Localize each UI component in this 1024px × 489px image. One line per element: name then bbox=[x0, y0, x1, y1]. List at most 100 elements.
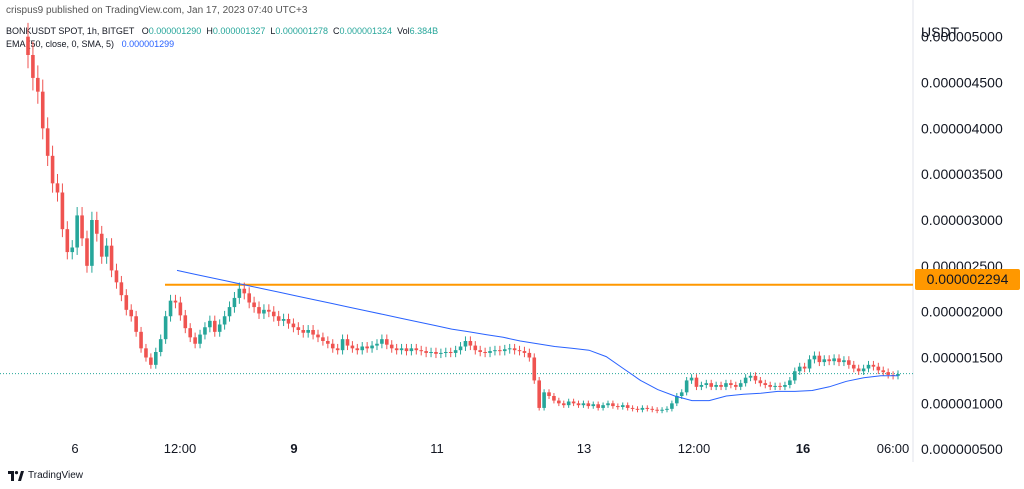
ema-line bbox=[176, 269, 898, 402]
candle-body bbox=[581, 403, 586, 406]
candle-body bbox=[488, 351, 492, 353]
candle-body bbox=[262, 309, 266, 314]
candle-body bbox=[301, 330, 306, 333]
y-tick-label: 0.000004500 bbox=[921, 75, 1003, 91]
candle-body bbox=[55, 183, 60, 193]
candle-body bbox=[286, 319, 291, 324]
low-label: L bbox=[270, 26, 276, 36]
candle-body bbox=[399, 348, 404, 351]
ohlc-legend: BONKUSDT SPOT, 1h, BITGET O0.000001290 H… bbox=[6, 26, 438, 36]
candle-body bbox=[630, 407, 635, 409]
candle-body bbox=[655, 409, 659, 411]
candle-body bbox=[675, 396, 679, 404]
candle-body bbox=[886, 372, 890, 375]
volume-value: 6.384B bbox=[409, 26, 439, 36]
candle-body bbox=[385, 339, 389, 345]
x-axis: 6 12:00 9 11 13 12:00 16 06:00 bbox=[71, 441, 909, 456]
candle-body bbox=[704, 383, 709, 385]
footer-brand-text: TradingView bbox=[28, 470, 84, 481]
candle-body bbox=[512, 348, 517, 351]
candle-body bbox=[80, 215, 84, 239]
candle-body bbox=[453, 350, 458, 353]
candle-body bbox=[124, 295, 129, 310]
candle-body bbox=[208, 320, 212, 328]
candle-body bbox=[498, 350, 502, 352]
close-value: 0.000001324 bbox=[339, 26, 393, 36]
candle-body bbox=[684, 380, 689, 393]
candle-body bbox=[370, 345, 374, 349]
candle-body bbox=[291, 323, 296, 328]
candle-body bbox=[153, 352, 158, 365]
candle-body bbox=[188, 328, 193, 338]
candle-body bbox=[670, 403, 674, 409]
candle-body bbox=[129, 309, 134, 317]
candle-body bbox=[586, 403, 591, 407]
high-label: H bbox=[206, 26, 213, 36]
candle-body bbox=[267, 309, 271, 312]
candle-body bbox=[60, 192, 65, 230]
candle-body bbox=[345, 339, 350, 346]
open-value: 0.000001290 bbox=[148, 26, 202, 36]
candle-body bbox=[203, 327, 207, 335]
ema-value: 0.000001299 bbox=[121, 39, 175, 49]
candle-body bbox=[753, 375, 758, 381]
candle-body bbox=[217, 324, 222, 332]
candle-body bbox=[748, 375, 753, 378]
y-tick-label: 0.000002000 bbox=[921, 304, 1003, 320]
candle-body bbox=[660, 409, 664, 411]
x-tick-label: 16 bbox=[796, 441, 810, 456]
candle-body bbox=[163, 316, 168, 340]
candle-body bbox=[237, 288, 242, 298]
candle-body bbox=[296, 327, 301, 330]
y-tick-label: 0.000005000 bbox=[921, 29, 1003, 45]
candle-body bbox=[139, 331, 143, 349]
candle-body bbox=[173, 300, 178, 303]
candle-body bbox=[478, 350, 483, 352]
candle-body bbox=[75, 215, 79, 248]
candle-body bbox=[876, 366, 881, 371]
candle-body bbox=[679, 392, 684, 396]
symbol-info: BONKUSDT SPOT, 1h, BITGET bbox=[6, 26, 135, 36]
candle-body bbox=[616, 406, 620, 408]
open-label: O bbox=[141, 26, 149, 36]
candle-body bbox=[158, 339, 163, 352]
footer-brand: TradingView bbox=[8, 470, 83, 481]
candle-body bbox=[596, 404, 600, 408]
y-tick-label: 0.000004000 bbox=[921, 120, 1003, 136]
candle-body bbox=[252, 302, 256, 308]
candle-body bbox=[493, 350, 497, 352]
candle-body bbox=[645, 407, 650, 409]
candle-body bbox=[109, 245, 114, 271]
candle-body bbox=[350, 345, 355, 349]
volume-label: Vol bbox=[397, 26, 410, 36]
candle-body bbox=[414, 348, 419, 351]
candle-body bbox=[114, 270, 119, 283]
candle-body bbox=[448, 352, 453, 353]
candle-body bbox=[404, 348, 409, 352]
candle-body bbox=[222, 316, 227, 325]
candle-body bbox=[99, 233, 104, 257]
candle-body bbox=[729, 383, 733, 385]
candle-body bbox=[40, 91, 45, 129]
resistance-price-tag: 0.000002294 bbox=[915, 269, 1020, 290]
candle-body bbox=[193, 337, 197, 344]
candle-body bbox=[896, 374, 900, 376]
y-tick-label: 0.000003500 bbox=[921, 166, 1003, 182]
candle-body bbox=[50, 155, 55, 184]
x-tick-label: 11 bbox=[430, 441, 444, 456]
candle-body bbox=[90, 220, 94, 266]
candle-body bbox=[95, 220, 99, 234]
candle-body bbox=[738, 383, 743, 387]
candle-body bbox=[419, 350, 424, 352]
candle-body bbox=[733, 385, 738, 387]
candle-body bbox=[321, 337, 325, 341]
candle-body bbox=[861, 368, 866, 372]
candle-body bbox=[547, 392, 551, 396]
x-tick-label: 12:00 bbox=[164, 441, 197, 456]
candle-body bbox=[463, 341, 468, 347]
candle-body bbox=[134, 316, 138, 332]
candle-body bbox=[178, 302, 183, 316]
candle-body bbox=[70, 247, 75, 253]
